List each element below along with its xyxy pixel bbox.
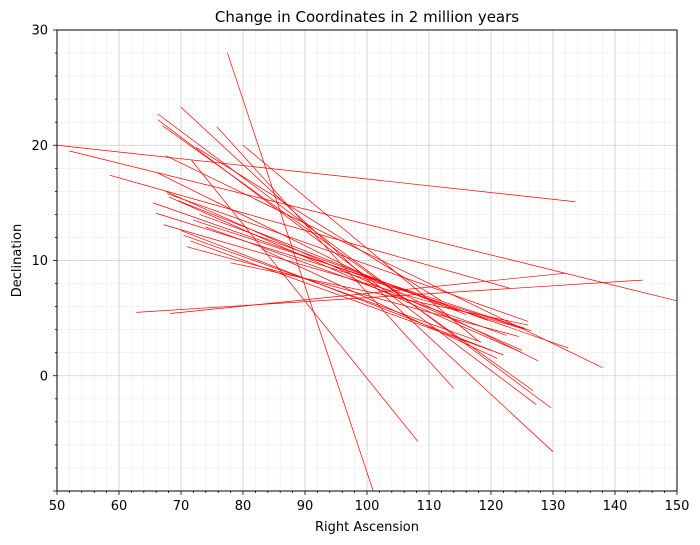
x-tick-label: 150 bbox=[665, 499, 690, 514]
coordinate-change-line bbox=[261, 248, 498, 359]
x-tick-label: 100 bbox=[355, 499, 380, 514]
plot-series bbox=[57, 52, 677, 491]
coordinate-change-line bbox=[216, 126, 455, 389]
chart-title: Change in Coordinates in 2 million years bbox=[215, 8, 519, 26]
coordinate-change-line bbox=[183, 234, 482, 343]
y-axis-label: Declination bbox=[10, 224, 25, 298]
coordinate-change-line bbox=[157, 119, 537, 405]
coordinate-change-line bbox=[230, 262, 529, 326]
y-tick-label: 30 bbox=[31, 24, 48, 39]
coordinate-change-line bbox=[167, 193, 529, 322]
axis-ticks: 50 60 70 80 90 100 110 120 130 140 150 0 10 20 30 bbox=[31, 24, 689, 515]
coordinate-change-line bbox=[165, 191, 523, 351]
coordinate-change-line bbox=[157, 113, 552, 409]
coordinate-change-line bbox=[191, 160, 419, 442]
x-tick-label: 60 bbox=[111, 499, 128, 514]
y-tick-label: 10 bbox=[31, 254, 48, 269]
coordinate-change-line bbox=[177, 200, 467, 315]
y-tick-label: 20 bbox=[31, 139, 48, 154]
coordinate-change-line bbox=[69, 150, 677, 302]
coordinate-change-line bbox=[156, 212, 532, 332]
coordinate-change-line bbox=[196, 147, 442, 302]
x-tick-label: 120 bbox=[479, 499, 504, 514]
x-tick-label: 50 bbox=[49, 499, 66, 514]
x-tick-label: 130 bbox=[541, 499, 566, 514]
coordinate-change-line bbox=[157, 172, 539, 362]
x-axis-label: Right Ascension bbox=[315, 520, 419, 535]
coordinate-change-line bbox=[109, 174, 510, 289]
coordinate-change-line bbox=[152, 202, 569, 349]
y-tick-label: 0 bbox=[40, 369, 48, 384]
coordinate-change-line bbox=[169, 196, 523, 354]
coordinate-change-line bbox=[205, 226, 507, 336]
coordinate-change-line bbox=[227, 52, 374, 491]
coordinate-change-line bbox=[180, 230, 504, 356]
coordinate-change-line bbox=[242, 144, 479, 342]
x-tick-label: 110 bbox=[417, 499, 442, 514]
coordinate-change-line bbox=[193, 219, 526, 329]
coordinate-change-line bbox=[199, 214, 489, 321]
x-tick-label: 80 bbox=[235, 499, 252, 514]
x-tick-label: 140 bbox=[603, 499, 628, 514]
coordinate-change-line bbox=[165, 155, 603, 368]
coordinate-change-line bbox=[57, 144, 576, 203]
x-tick-label: 70 bbox=[173, 499, 190, 514]
x-tick-label: 90 bbox=[297, 499, 314, 514]
